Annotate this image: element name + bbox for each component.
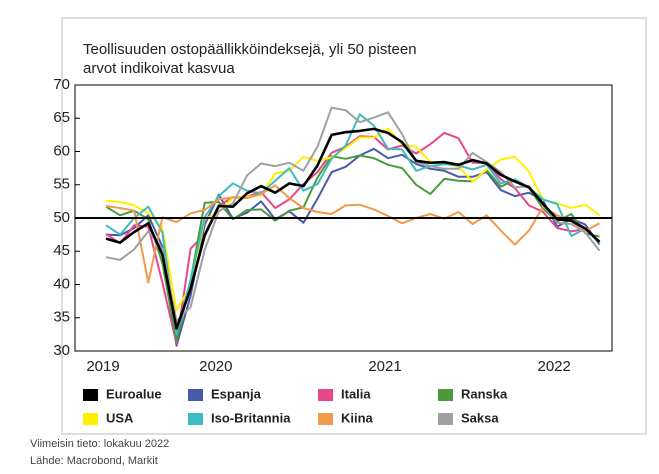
footnote: Viimeisin tieto: lokakuu 2022 (30, 438, 169, 450)
y-tick-label: 35 (53, 309, 70, 326)
legend-label: Espanja (211, 386, 262, 401)
series-line (105, 113, 601, 335)
series-line (105, 184, 600, 284)
legend-label: USA (106, 410, 134, 425)
legend-swatch (188, 389, 203, 401)
legend-swatch (83, 389, 98, 401)
legend-swatch (83, 413, 98, 425)
chart-title-line: Teollisuuden ostopäällikköindeksejä, yli… (83, 41, 417, 58)
legend-label: Italia (341, 386, 371, 401)
legend-swatch (318, 413, 333, 425)
y-tick-label: 65 (53, 109, 70, 126)
legend-label: Saksa (461, 410, 499, 425)
x-tick-label: 2022 (538, 358, 571, 375)
series-line (105, 127, 601, 330)
legend-label: Kiina (341, 410, 374, 425)
legend-label: Ranska (461, 386, 508, 401)
x-tick-label: 2020 (199, 358, 232, 375)
chart-title-line: arvot indikoivat kasvua (83, 60, 235, 77)
y-tick-label: 30 (53, 342, 70, 359)
y-tick-label: 50 (53, 209, 70, 226)
legend-label: Iso-Britannia (211, 410, 291, 425)
x-tick-label: 2019 (86, 358, 119, 375)
x-tick-label: 2021 (368, 358, 401, 375)
legend-swatch (438, 413, 453, 425)
legend-swatch (318, 389, 333, 401)
series-line (105, 147, 601, 347)
y-tick-label: 55 (53, 176, 70, 193)
y-tick-label: 60 (53, 142, 70, 159)
y-tick-label: 45 (53, 242, 70, 259)
y-tick-label: 40 (53, 275, 70, 292)
series-line (105, 106, 601, 323)
series-line (105, 131, 601, 345)
legend-swatch (188, 413, 203, 425)
y-tick-label: 70 (53, 76, 70, 93)
footnote: Lähde: Macrobond, Markit (30, 455, 158, 467)
legend-label: Euroalue (106, 386, 162, 401)
legend-swatch (438, 389, 453, 401)
